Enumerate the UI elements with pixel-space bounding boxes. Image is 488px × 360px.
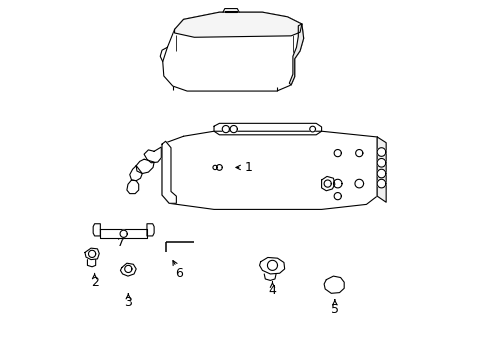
Polygon shape <box>321 176 334 191</box>
Polygon shape <box>324 180 330 187</box>
Text: 1: 1 <box>244 161 252 174</box>
Polygon shape <box>222 126 229 133</box>
Polygon shape <box>162 141 176 203</box>
Polygon shape <box>376 137 386 202</box>
Polygon shape <box>259 257 284 274</box>
Text: 4: 4 <box>268 284 276 297</box>
Polygon shape <box>93 224 100 236</box>
Polygon shape <box>124 265 132 273</box>
Polygon shape <box>267 260 277 270</box>
Text: 5: 5 <box>330 303 338 316</box>
Polygon shape <box>354 179 363 188</box>
Text: 2: 2 <box>90 276 99 289</box>
Polygon shape <box>174 12 301 37</box>
Polygon shape <box>333 193 341 200</box>
Polygon shape <box>376 158 385 167</box>
Polygon shape <box>224 11 237 12</box>
Text: 6: 6 <box>175 267 183 280</box>
Polygon shape <box>163 12 303 91</box>
Polygon shape <box>88 250 96 257</box>
Polygon shape <box>85 248 99 260</box>
Polygon shape <box>144 147 161 163</box>
Polygon shape <box>333 149 341 157</box>
Polygon shape <box>289 24 303 85</box>
Polygon shape <box>120 263 136 276</box>
Polygon shape <box>214 123 321 135</box>
Polygon shape <box>333 179 341 188</box>
Polygon shape <box>355 149 362 157</box>
Polygon shape <box>230 126 237 133</box>
Text: 7: 7 <box>117 236 124 249</box>
Polygon shape <box>309 126 315 132</box>
Polygon shape <box>120 230 127 237</box>
Polygon shape <box>324 276 344 293</box>
Text: 3: 3 <box>124 296 132 309</box>
Polygon shape <box>216 165 222 170</box>
Polygon shape <box>376 179 385 188</box>
Polygon shape <box>162 131 376 210</box>
Polygon shape <box>129 166 142 181</box>
Polygon shape <box>212 165 217 170</box>
Polygon shape <box>136 159 154 174</box>
Polygon shape <box>376 169 385 178</box>
Polygon shape <box>126 180 139 194</box>
Polygon shape <box>376 148 385 156</box>
Polygon shape <box>100 229 147 238</box>
Polygon shape <box>147 224 154 236</box>
